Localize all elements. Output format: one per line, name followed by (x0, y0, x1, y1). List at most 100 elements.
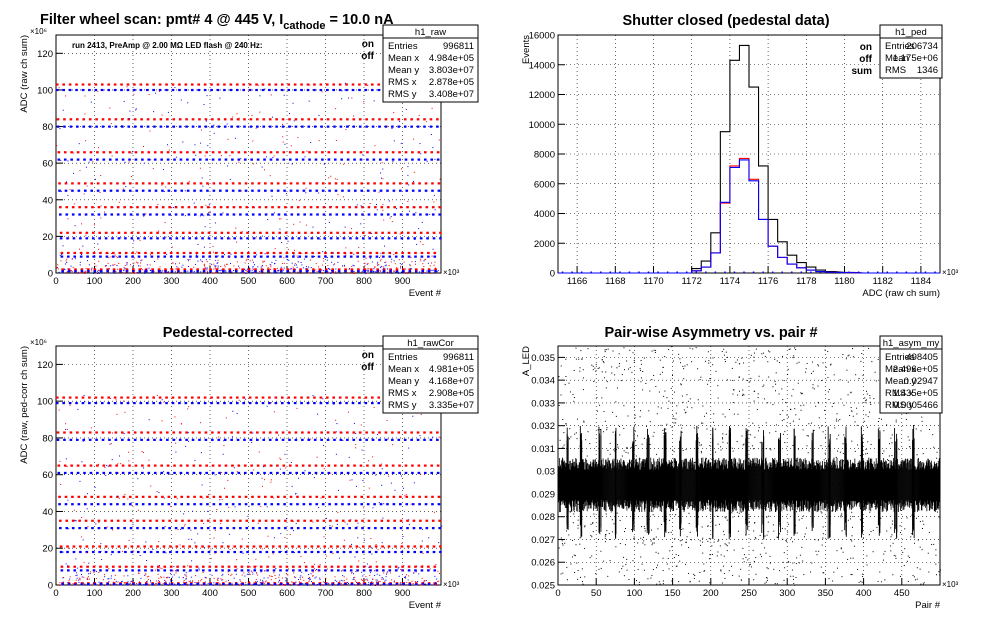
noise-point (85, 234, 87, 236)
off-point (262, 125, 266, 128)
off-point (368, 550, 372, 554)
off-point (146, 125, 150, 128)
off-point (232, 527, 236, 530)
on-point (319, 396, 323, 399)
pedestal-point (415, 571, 417, 573)
on-point (64, 495, 68, 498)
transition-point (129, 110, 131, 112)
noise-point (130, 264, 132, 266)
off-point (142, 527, 146, 530)
off-point (322, 213, 326, 216)
on-point (189, 565, 192, 568)
off-point (202, 569, 205, 572)
on-point (103, 182, 106, 185)
on-point (336, 231, 339, 234)
on-point (342, 231, 346, 234)
off-point (213, 527, 216, 530)
transition-point (420, 473, 422, 475)
noise-point (226, 496, 228, 498)
transition-point (98, 147, 100, 149)
noise-point (257, 522, 259, 524)
on-point (147, 151, 151, 154)
pedestal-point (149, 579, 151, 581)
on-point (358, 431, 362, 434)
pedestal-point (125, 262, 127, 264)
pedestal-point (435, 269, 437, 271)
off-point (254, 270, 257, 273)
transition-point (326, 568, 328, 570)
on-point (150, 565, 154, 568)
off-point (389, 583, 392, 586)
noise-point (401, 543, 403, 545)
pedestal-point (81, 576, 83, 578)
on-point (203, 396, 207, 399)
pedestal-point (248, 573, 250, 575)
off-point (427, 569, 430, 572)
pedestal-point (125, 582, 127, 584)
transition-point (284, 143, 286, 145)
on-point (141, 464, 144, 467)
on-point (380, 206, 384, 209)
off-point (62, 401, 65, 405)
transition-point (326, 257, 328, 259)
pedestal-point (205, 259, 207, 261)
off-point (419, 550, 423, 554)
on-point (89, 464, 93, 467)
off-point (167, 503, 171, 506)
noise-point (375, 561, 377, 563)
outlier-point (895, 421, 897, 423)
y-tick-label: 0.032 (531, 421, 555, 432)
pedestal-point (271, 261, 273, 263)
pedestal-point (197, 260, 199, 262)
on-point (232, 519, 236, 522)
on-point (384, 431, 388, 434)
transition-point (439, 178, 441, 180)
off-point (141, 158, 144, 161)
on-point (193, 182, 196, 185)
off-point (421, 583, 424, 586)
off-point (127, 125, 131, 128)
pedestal-point (150, 581, 152, 583)
noise-point (137, 262, 139, 264)
noise-point (214, 529, 216, 531)
off-point (67, 583, 71, 586)
baseline-point (714, 271, 717, 273)
off-point (229, 88, 233, 92)
x-tick-label: 400 (202, 276, 218, 287)
pedestal-point (284, 584, 286, 586)
on-point (87, 268, 90, 271)
off-point (299, 583, 302, 586)
transition-point (157, 203, 159, 205)
outlier-point (836, 500, 838, 502)
off-point (63, 438, 66, 441)
off-point (192, 471, 196, 475)
on-point (249, 431, 253, 434)
on-point (101, 118, 105, 121)
off-point (395, 270, 399, 273)
on-point (382, 565, 385, 568)
transition-point (228, 533, 230, 535)
off-point (270, 189, 274, 192)
on-point (212, 182, 216, 185)
outlier-point (658, 472, 660, 474)
off-point (306, 401, 310, 405)
noise-point (398, 567, 400, 569)
transition-point (357, 522, 359, 524)
noise-point (126, 86, 128, 88)
noise-point (109, 107, 111, 109)
transition-point (58, 409, 60, 411)
on-point (82, 431, 86, 434)
stats-value: 1.175e+06 (893, 53, 938, 64)
on-point (123, 206, 126, 209)
off-point (184, 401, 188, 405)
off-point (272, 569, 276, 572)
on-point (278, 545, 282, 548)
pedestal-point (95, 578, 97, 580)
noise-point (166, 144, 168, 146)
pedestal-point (299, 576, 301, 578)
noise-point (111, 432, 113, 434)
transition-point (265, 156, 267, 158)
off-point (354, 503, 357, 506)
pedestal-point (89, 584, 91, 586)
off-point (178, 88, 181, 92)
